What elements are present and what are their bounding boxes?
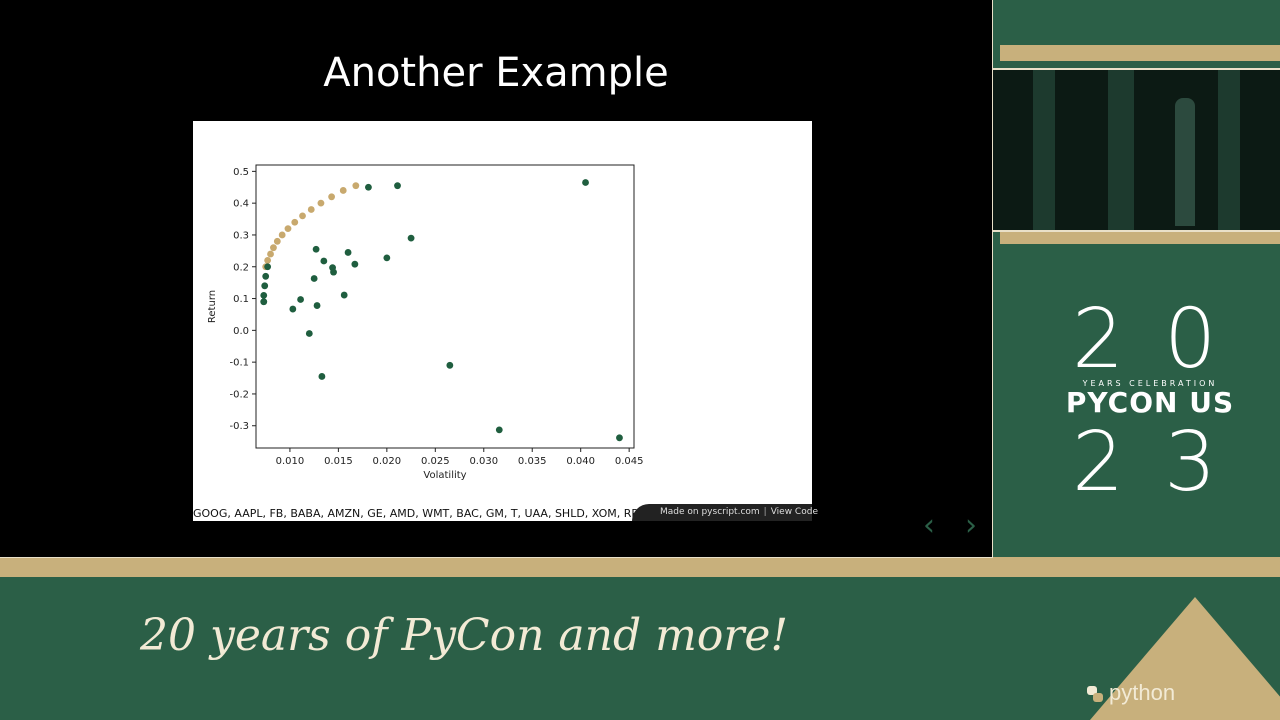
axes-frame [255, 164, 635, 449]
next-slide-button[interactable]: › [956, 508, 986, 544]
data-point [328, 193, 335, 201]
presentation-slide: Another Example 0.010 0.015 0.020 0.025 0.03… [0, 0, 993, 558]
data-point [261, 282, 269, 290]
data-point [407, 234, 415, 242]
y-tick-label: -0.1 [229, 358, 249, 369]
data-point [330, 268, 337, 276]
data-point [616, 434, 623, 442]
data-point [310, 275, 318, 282]
y-axis-label: Return [207, 290, 218, 323]
y-tick-label: 0.0 [233, 326, 249, 337]
data-point [582, 179, 589, 186]
data-point [299, 212, 306, 220]
python-brand: python [1085, 680, 1175, 706]
y-tick-label: 0.3 [233, 230, 249, 241]
slide-title: Another Example [323, 50, 669, 96]
speaker-silhouette [1175, 98, 1195, 226]
data-point [284, 225, 292, 232]
y-tick-label: -0.3 [229, 421, 249, 432]
data-point [264, 256, 272, 264]
data-point [312, 245, 320, 253]
gold-band-lower [0, 557, 1280, 577]
logo-top-digits: 20 [1072, 292, 1257, 387]
y-tick-label: 0.2 [233, 262, 249, 273]
x-tick-label: 0.035 [518, 456, 547, 467]
x-tick-label: 0.040 [566, 456, 595, 467]
data-point [297, 296, 304, 303]
python-logo-icon [1087, 686, 1103, 703]
data-point [318, 373, 326, 380]
camera-pillar [1108, 70, 1134, 230]
x-axis-label: Volatility [423, 470, 466, 481]
data-point [383, 254, 391, 262]
data-point [273, 237, 281, 245]
made-on-link[interactable]: Made on pyscript.com [660, 507, 760, 517]
data-point [313, 302, 321, 309]
data-point [320, 257, 328, 265]
gold-band-right-mid [1000, 232, 1280, 244]
y-tick-label: 0.1 [233, 294, 249, 305]
logo-event-name: PYCON US [1065, 386, 1235, 419]
data-point [264, 263, 272, 271]
data-point [340, 291, 348, 299]
view-code-link[interactable]: View Code [770, 507, 818, 517]
data-point [317, 199, 325, 207]
python-brand-text: python [1109, 680, 1176, 705]
data-point [394, 182, 401, 190]
logo-bottom-digits: 23 [1072, 415, 1257, 510]
data-point [270, 244, 277, 252]
data-point [365, 183, 372, 191]
logo-years-text: YEARS CELEBRATION [1082, 379, 1218, 388]
data-point [351, 260, 359, 268]
x-tick-label: 0.020 [373, 456, 402, 467]
data-point [262, 272, 270, 280]
data-point [446, 361, 454, 369]
x-tick-label: 0.045 [615, 456, 644, 467]
y-tick-label: -0.2 [229, 389, 249, 400]
data-point [291, 218, 299, 226]
data-point [267, 250, 274, 258]
chevron-left-icon: ‹ [923, 508, 935, 543]
gold-band-right-top [1000, 45, 1280, 61]
prev-slide-button[interactable]: ‹ [914, 508, 944, 544]
data-point [278, 231, 286, 239]
data-point [305, 330, 313, 337]
footer-tagline: 20 years of PyCon and more! [140, 610, 789, 661]
decor-triangle [1090, 597, 1280, 720]
data-point [495, 426, 503, 434]
data-point [344, 249, 352, 256]
x-tick-label: 0.025 [421, 456, 450, 467]
y-tick-label: 0.5 [233, 167, 249, 178]
scatter-chart: 0.010 0.015 0.020 0.025 0.030 0.035 0.040 0.045… [207, 164, 644, 481]
camera-pillar [1218, 70, 1240, 230]
y-tick-label: 0.4 [233, 199, 249, 210]
x-tick-label: 0.030 [469, 456, 498, 467]
speaker-camera [993, 68, 1280, 232]
camera-pillar [1033, 70, 1055, 230]
pyscript-badge[interactable]: Made on pyscript.com | View Code [632, 504, 818, 521]
plot-figure: 0.010 0.015 0.020 0.025 0.030 0.035 0.040 0.045… [193, 121, 818, 521]
x-tick-label: 0.010 [276, 456, 305, 467]
data-point [339, 187, 347, 194]
data-point [352, 182, 360, 190]
data-point [260, 291, 268, 299]
pycon-logo: 20 YEARS CELEBRATION PYCON US 23 [1050, 295, 1250, 515]
ticker-list: GOOG, AAPL, FB, BABA, AMZN, GE, AMD, WMT… [193, 507, 653, 520]
data-point [260, 298, 268, 306]
x-tick-label: 0.015 [324, 456, 353, 467]
chevron-right-icon: › [965, 508, 977, 543]
data-point [307, 206, 315, 213]
data-point [289, 305, 297, 313]
